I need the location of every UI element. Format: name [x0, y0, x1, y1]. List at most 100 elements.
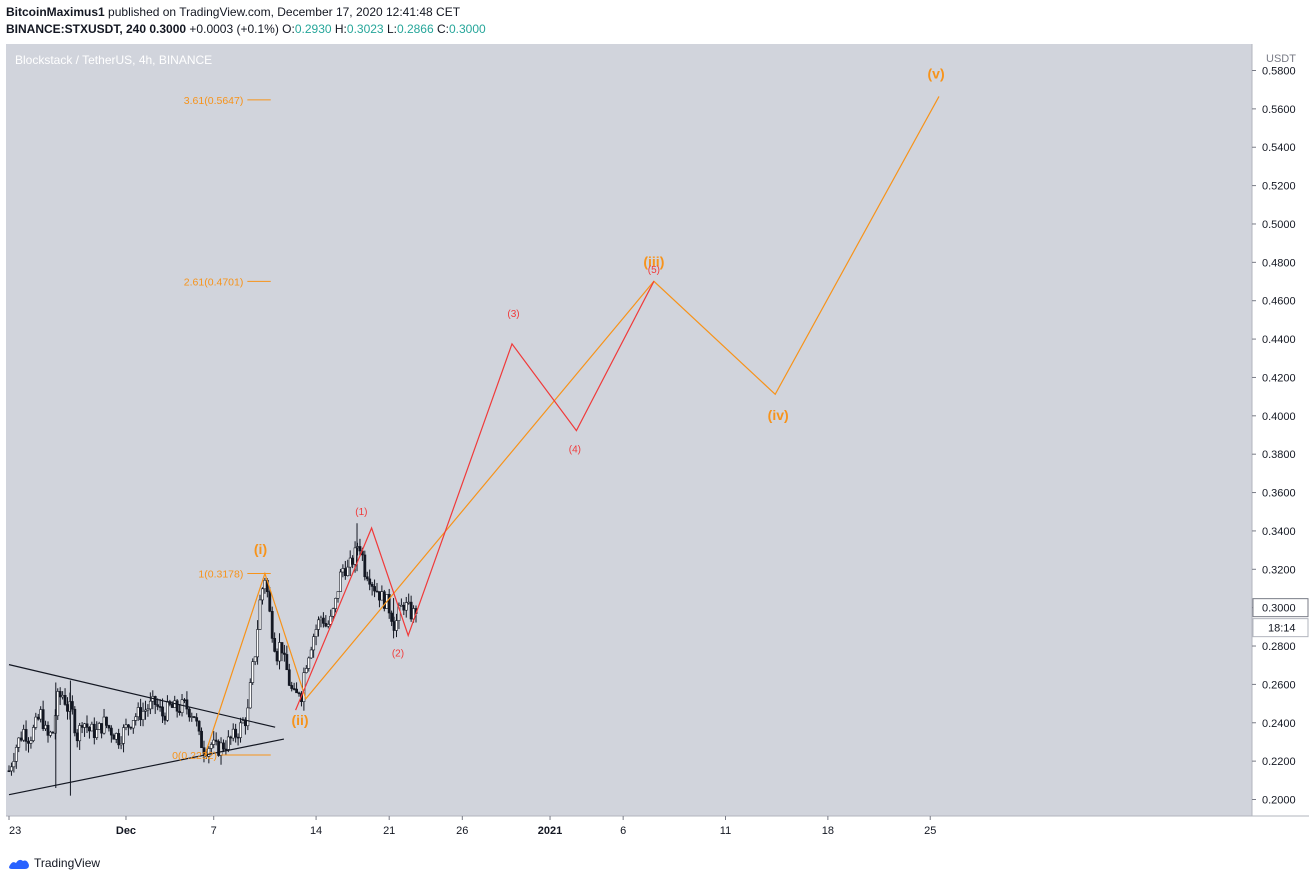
candle-body: [214, 739, 218, 742]
price-tick-label: 0.5400: [1262, 142, 1296, 154]
last-price-box: [1252, 598, 1309, 618]
candle-body: [141, 710, 145, 721]
candle-body: [22, 729, 26, 741]
candle-body: [224, 748, 228, 751]
candle-body: [209, 744, 213, 749]
candle-body: [285, 654, 289, 671]
candle-body: [185, 699, 189, 710]
tradingview-logo-icon: [9, 859, 29, 869]
candle-body: [112, 734, 116, 740]
candle-body: [156, 704, 160, 707]
candle-body: [270, 610, 274, 639]
candle-body: [409, 601, 413, 620]
candle-body: [51, 731, 55, 734]
time-tick-label: 11: [720, 825, 731, 837]
candle-body: [387, 594, 391, 614]
author-name[interactable]: BitcoinMaximus1: [6, 5, 105, 19]
price-tick-label: 0.3400: [1262, 526, 1296, 538]
candle-body: [88, 727, 91, 732]
candle-body: [166, 701, 169, 721]
time-tick-label: Dec: [116, 825, 136, 837]
candle-body: [10, 766, 13, 772]
candle-body: [231, 728, 235, 739]
candle-body: [334, 598, 337, 609]
candle-body: [346, 566, 350, 577]
candle-body: [239, 722, 242, 738]
price-tick-label: 0.5200: [1262, 181, 1296, 193]
candle-body: [309, 649, 313, 659]
candle-body: [117, 733, 121, 746]
candle-body: [268, 591, 272, 612]
price-tick-label: 0.4800: [1262, 257, 1296, 269]
candle-body: [275, 651, 279, 662]
price-tick-label: 0.5000: [1262, 219, 1296, 231]
candle-body: [190, 716, 194, 718]
candle-body: [297, 692, 301, 695]
candle-body: [380, 591, 384, 601]
plot-area[interactable]: [6, 44, 1252, 816]
candle-body: [31, 727, 35, 741]
candle-body: [63, 695, 67, 705]
candle-body: [46, 724, 50, 736]
candle-body: [192, 716, 196, 718]
candle-body: [358, 546, 362, 552]
candle-body: [153, 696, 157, 705]
candle-body: [402, 604, 406, 611]
orange-wave-label: (iii): [643, 253, 664, 269]
candle-body: [109, 727, 113, 736]
price-axis-ticks: 0.5800 0.5600 0.5400 0.5200 0.5000 0.4800 0.46…: [1252, 66, 1309, 807]
orange-wave-label: (v): [928, 65, 945, 81]
candle-body: [368, 578, 372, 585]
candle-body: [197, 720, 201, 732]
candle-body: [183, 699, 186, 702]
close-value: 0.3000: [449, 22, 486, 36]
candle-body: [339, 571, 342, 592]
red-wave-label: (2): [392, 649, 404, 660]
time-tick-label: 7: [211, 825, 217, 837]
candle-body: [61, 695, 65, 698]
candle-body: [95, 729, 99, 738]
price-tick-label: 0.3600: [1262, 488, 1296, 500]
symbol-label: BINANCE:STXUSDT, 240: [6, 22, 147, 36]
candle-body: [261, 588, 264, 601]
candle-body: [163, 715, 167, 721]
candle-body: [229, 736, 233, 739]
candle-body: [282, 652, 286, 655]
candle-body: [331, 608, 335, 617]
candle-body: [329, 615, 333, 625]
time-tick-label: 2021: [538, 825, 562, 837]
price-chart[interactable]: 3.61(0.5647) 2.61(0.4701) 1(0.3178) 0(0.223…: [0, 0, 1315, 850]
candle-body: [85, 723, 89, 728]
candle-body: [122, 727, 125, 744]
footer-brand-label[interactable]: TradingView: [34, 856, 101, 870]
candle-body: [78, 725, 82, 742]
candle-body: [119, 743, 123, 746]
time-axis-ticks: 23 Dec 7 14 21 26 2021 6 11 18 25: [8, 816, 936, 837]
candle-body: [97, 723, 101, 730]
time-tick-label: 6: [620, 825, 626, 837]
candle-body: [217, 741, 220, 756]
candle-body: [258, 599, 262, 630]
candle-body: [326, 624, 330, 627]
orange-wave-label: (ii): [291, 712, 308, 728]
candle-body: [158, 706, 162, 708]
orange-wave-line: [204, 96, 940, 756]
chart-header: BitcoinMaximus1 published on TradingView…: [6, 4, 486, 38]
price-tick-label: 0.3800: [1262, 449, 1296, 461]
candle-body: [324, 623, 328, 627]
upper-trendline: [8, 664, 276, 728]
price-axis[interactable]: [1252, 44, 1309, 816]
candle-body: [363, 554, 367, 578]
low-value: 0.2866: [396, 22, 434, 36]
candle-body: [124, 724, 128, 728]
chart-title: Blockstack / TetherUS, 4h, BINANCE: [15, 53, 212, 67]
candle-body: [17, 737, 21, 748]
candle-body: [375, 590, 379, 593]
time-axis[interactable]: [6, 816, 1309, 847]
orange-wave-label: (i): [254, 541, 267, 557]
time-tick-label: 23: [9, 825, 21, 837]
candle-body: [7, 770, 11, 773]
candle-body: [378, 591, 381, 601]
orange-wave-label: (iv): [768, 407, 789, 423]
candle-body: [202, 747, 206, 755]
